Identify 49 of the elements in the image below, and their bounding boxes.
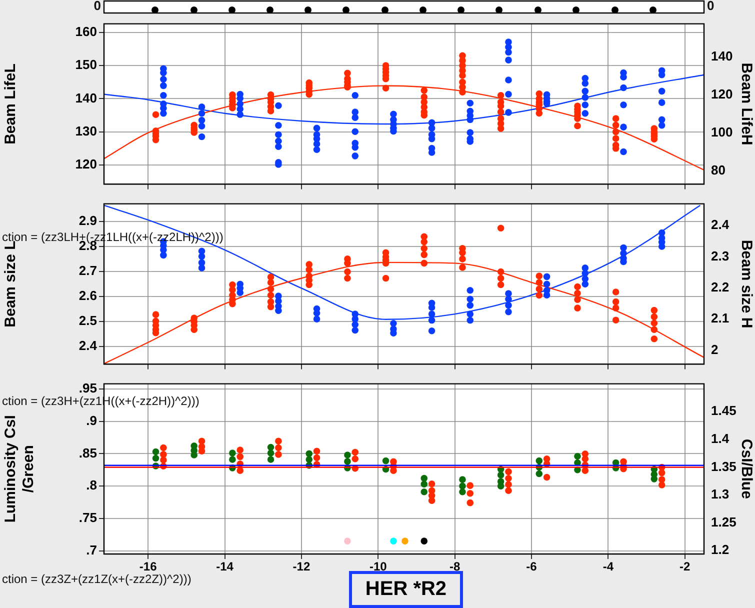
y2-tick-label: 2.1 — [711, 310, 730, 326]
y-axis-title: Beam size L — [2, 240, 20, 328]
y2-tick-label: 140 — [711, 48, 733, 64]
y2-tick-label: 1.2 — [711, 542, 730, 558]
y2-tick-label: 1.45 — [711, 403, 736, 418]
y-tick-label: 150 — [75, 57, 97, 72]
y-tick-label: 2.9 — [78, 212, 97, 228]
y2-tick-label: 2.4 — [711, 217, 730, 232]
y2-tick-label: 80 — [711, 162, 726, 178]
y-tick-label: .95 — [78, 380, 97, 396]
y-tick-label: .8 — [86, 478, 97, 493]
y-tick-label: .85 — [78, 445, 97, 460]
y2-axis-title: Beam LifeH — [738, 62, 755, 146]
y-axis-title: Luminosity CsI /Green — [2, 415, 38, 523]
text: 0 — [94, 0, 101, 13]
x-tick-label: -2 — [679, 560, 690, 574]
y2-tick-label: 1.4 — [711, 431, 730, 446]
y2-axis-title: CsI/Blue — [738, 438, 755, 499]
x-tick-label: -8 — [449, 560, 460, 574]
y-tick-label: .75 — [78, 510, 97, 525]
y-tick-label: .7 — [86, 542, 97, 558]
y-tick-label: 120 — [75, 156, 97, 172]
y-tick-label: 2.6 — [78, 288, 97, 304]
y2-tick-label: 1.3 — [711, 486, 730, 502]
y-tick-label: 2.4 — [78, 338, 98, 354]
text: ction = (zz3Z+(zz1Z(x+(-zz2Z))^2))) — [2, 572, 192, 586]
y2-tick-label: 2.3 — [711, 248, 730, 264]
x-axis-title: HER *R2 — [365, 578, 447, 600]
y2-tick-label: 100 — [711, 124, 733, 140]
y2-tick-label: 2 — [711, 342, 718, 357]
text: 0 — [707, 0, 714, 13]
x-tick-label: -16 — [139, 560, 158, 574]
y-tick-label: 2.7 — [78, 263, 97, 278]
y2-axis-title: Beam size H — [738, 240, 755, 328]
x-tick-label: -6 — [526, 560, 538, 574]
x-tick-label: -10 — [369, 560, 388, 574]
x-tick-label: -14 — [216, 560, 234, 574]
y-tick-label: 160 — [75, 24, 97, 39]
y-tick-label: 130 — [75, 123, 97, 138]
y-tick-label: 140 — [75, 90, 97, 106]
x-tick-label: -12 — [292, 560, 310, 574]
y2-tick-label: 1.35 — [711, 458, 736, 474]
y2-tick-label: 2.2 — [711, 279, 730, 294]
y-tick-label: .9 — [86, 412, 97, 428]
y2-tick-label: 1.25 — [711, 514, 736, 530]
y-tick-label: 2.5 — [78, 313, 97, 328]
y2-tick-label: 120 — [711, 86, 733, 102]
y-axis-title: Beam LifeL — [2, 64, 20, 144]
x-tick-label: -4 — [602, 560, 614, 574]
